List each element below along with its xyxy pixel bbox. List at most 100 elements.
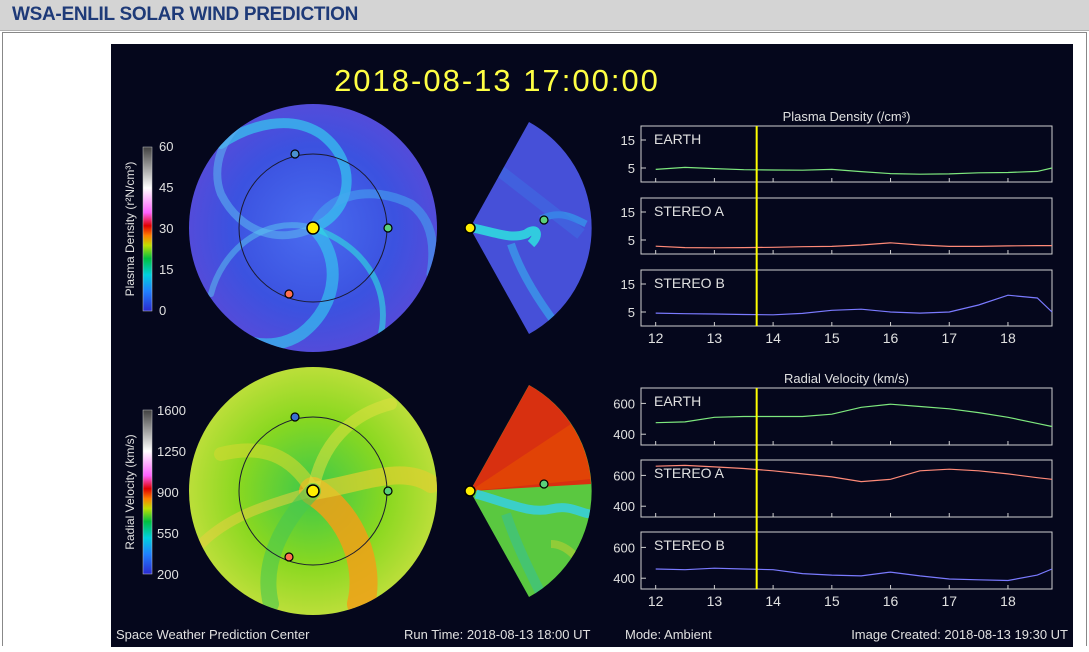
- density-tick-4: 0: [159, 303, 166, 318]
- panel-frame: [640, 125, 1053, 183]
- x-tick-label: 12: [648, 593, 664, 609]
- footer-run-time: Run Time: 2018-08-13 18:00 UT: [404, 627, 590, 642]
- velocity-timeseries: Radial Velocity (km/s) 600 400 EARTH 600 400 S…: [613, 371, 1053, 609]
- density-tick-1: 45: [159, 180, 173, 195]
- x-tick-label: 15: [824, 593, 840, 609]
- y-tick-label: 400: [613, 427, 635, 442]
- x-tick-label: 17: [941, 593, 957, 609]
- density-panel-stereo-b: 15 5 STEREO B: [621, 269, 1053, 327]
- panel-frame: [640, 387, 1053, 446]
- panel-frame: [640, 459, 1053, 518]
- density-colorbar-label: Plasma Density (r²N/cm³): [123, 162, 137, 297]
- y-tick-label: 15: [621, 133, 635, 148]
- panel-label: STEREO B: [654, 537, 725, 553]
- density-series-earth: [655, 166, 1053, 175]
- time-series-charts: Plasma Density (/cm³) 15 5 EARTH 15 5 STEREO A…: [613, 109, 1053, 609]
- x-tick-label: 16: [883, 593, 899, 609]
- panel-frame: [640, 269, 1053, 327]
- density-chart-title: Plasma Density (/cm³): [783, 109, 911, 124]
- density-colorbar: 60 45 30 15 0 Plasma Density (r²N/cm³): [123, 139, 173, 318]
- y-tick-label: 15: [621, 205, 635, 220]
- density-spiral-arms: [200, 110, 437, 351]
- velocity-tick-1: 1250: [157, 444, 186, 459]
- x-tick-label: 16: [883, 330, 899, 346]
- velocity-series-stereo-a: [655, 464, 1053, 483]
- x-tick-label: 18: [1000, 330, 1016, 346]
- density-wedge-features: [472, 159, 588, 327]
- x-tick-label: 17: [941, 330, 957, 346]
- vel-wedge-sun-marker: [464, 485, 476, 497]
- y-tick-label: 5: [628, 233, 635, 248]
- vel-earth-marker: [383, 486, 393, 496]
- footer-mode: Mode: Ambient: [625, 627, 712, 642]
- density-meridional-wedge: [464, 122, 592, 334]
- timestamp: 2018-08-13 17:00:00: [334, 63, 660, 98]
- velocity-tick-4: 200: [157, 567, 179, 582]
- velocity-meridional-wedge: [464, 385, 592, 597]
- page-title: WSA-ENLIL SOLAR WIND PREDICTION: [12, 4, 359, 25]
- panel-label: STEREO A: [654, 203, 725, 219]
- velocity-panel-stereo-a: 600 400 STEREO A: [613, 459, 1053, 518]
- density-panel-earth: 15 5 EARTH: [621, 125, 1053, 183]
- wedge-earth-marker: [539, 215, 549, 225]
- y-tick-label: 600: [613, 468, 635, 483]
- y-tick-label: 15: [621, 277, 635, 292]
- panel-frame: [640, 531, 1053, 590]
- vel-stereo-b-marker: [290, 412, 300, 422]
- velocity-panel-earth: 600 400 EARTH: [613, 387, 1053, 446]
- velocity-wedge-features: [470, 385, 592, 597]
- vel-wedge-earth-marker: [539, 479, 549, 489]
- x-tick-label: 12: [648, 330, 664, 346]
- x-tick-label: 15: [824, 330, 840, 346]
- velocity-polar-map: [189, 367, 437, 615]
- footer-center: Space Weather Prediction Center: [116, 627, 310, 642]
- page-header: WSA-ENLIL SOLAR WIND PREDICTION: [0, 0, 1089, 31]
- x-tick-label: 14: [765, 330, 781, 346]
- vel-sun-marker: [306, 484, 320, 498]
- density-series-stereo-a: [655, 242, 1052, 249]
- enlil-image-panel: 2018-08-13 17:00:00 60 45 30 15 0 Plasma…: [111, 44, 1073, 647]
- stereo-a-marker: [284, 289, 294, 299]
- panel-label: EARTH: [654, 131, 701, 147]
- velocity-colorbar-scale: [142, 409, 153, 575]
- panel-label: EARTH: [654, 393, 701, 409]
- velocity-colorbar-label: Radial Velocity (km/s): [123, 434, 137, 549]
- density-tick-2: 30: [159, 221, 173, 236]
- density-tick-0: 60: [159, 139, 173, 154]
- velocity-tick-0: 1600: [157, 403, 186, 418]
- y-tick-label: 5: [628, 161, 635, 176]
- velocity-tick-2: 900: [157, 485, 179, 500]
- velocity-panel-stereo-b: 600 400 STEREO B: [613, 531, 1053, 590]
- density-timeseries: Plasma Density (/cm³) 15 5 EARTH 15 5 STEREO A…: [621, 109, 1053, 346]
- panel-frame: [640, 197, 1053, 255]
- wedge-sun-marker: [464, 222, 476, 234]
- x-tick-label: 18: [1000, 593, 1016, 609]
- earth-marker: [383, 223, 393, 233]
- density-tick-3: 15: [159, 262, 173, 277]
- density-series-stereo-b: [655, 294, 1053, 316]
- sun-marker: [306, 221, 320, 235]
- velocity-colorbar: 1600 1250 900 550 200 Radial Velocity (k…: [123, 403, 186, 582]
- panel-label: STEREO B: [654, 275, 725, 291]
- velocity-series-earth: [655, 403, 1053, 428]
- y-tick-label: 400: [613, 571, 635, 586]
- velocity-spiral-arms: [196, 398, 437, 615]
- velocity-series-stereo-b: [655, 567, 1053, 582]
- y-tick-label: 600: [613, 540, 635, 555]
- velocity-chart-title: Radial Velocity (km/s): [784, 371, 909, 386]
- vel-stereo-a-marker: [284, 552, 294, 562]
- density-panel-stereo-a: 15 5 STEREO A: [621, 197, 1053, 255]
- footer-image-created: Image Created: 2018-08-13 19:30 UT: [851, 627, 1068, 642]
- panel-label: STEREO A: [654, 465, 725, 481]
- velocity-tick-3: 550: [157, 526, 179, 541]
- stereo-b-marker: [290, 149, 300, 159]
- density-polar-map: [189, 104, 437, 352]
- enlil-figure: 2018-08-13 17:00:00 60 45 30 15 0 Plasma…: [116, 63, 1068, 642]
- y-tick-label: 400: [613, 499, 635, 514]
- y-tick-label: 5: [628, 305, 635, 320]
- density-colorbar-scale: [142, 146, 153, 312]
- x-tick-label: 13: [707, 593, 723, 609]
- y-tick-label: 600: [613, 396, 635, 411]
- x-tick-label: 14: [765, 593, 781, 609]
- x-tick-label: 13: [707, 330, 723, 346]
